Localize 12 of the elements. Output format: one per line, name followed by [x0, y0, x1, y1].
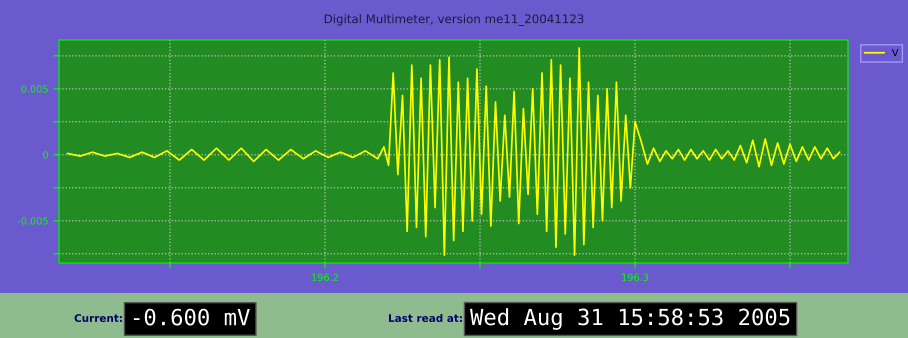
y-tick-label: 0 — [43, 151, 48, 159]
x-tick-label: 196.3 — [622, 274, 648, 281]
legend-label: V — [892, 49, 898, 56]
x-tick-label: 196.2 — [312, 274, 338, 281]
y-tick-label: -0.005 — [18, 217, 48, 225]
chart-title: Digital Multimeter, version me11_20041123 — [324, 14, 584, 26]
text: -0.600 mV — [134, 308, 250, 326]
y-tick-label: 0.005 — [21, 85, 48, 93]
line-series — [66, 47, 840, 256]
text: Last read at: — [389, 314, 462, 322]
text: Wed Aug 31 15:58:53 2005 — [470, 308, 790, 330]
text: Current: — [74, 314, 122, 322]
